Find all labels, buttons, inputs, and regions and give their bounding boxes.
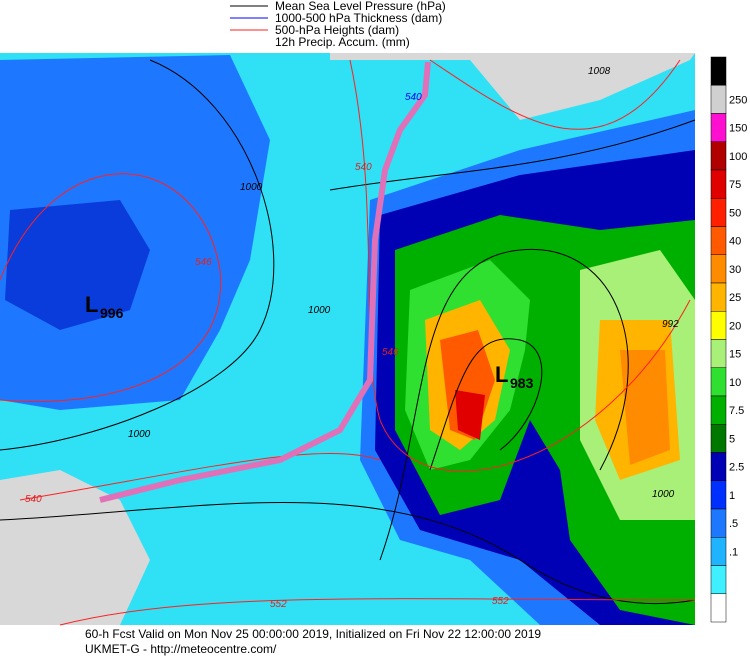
precip-area xyxy=(455,390,485,440)
colorbar-label: 25 xyxy=(729,292,741,304)
legend: Mean Sea Level Pressure (hPa)1000-500 hP… xyxy=(230,0,446,49)
contour-label: 540 xyxy=(405,92,422,103)
dry-land xyxy=(0,470,150,625)
colorbar-label: 1 xyxy=(729,490,735,502)
colorbar-swatch xyxy=(710,537,727,566)
colorbar-label: 5 xyxy=(729,433,735,445)
low-pressure: 983 xyxy=(510,375,534,391)
contour-label: 1000 xyxy=(308,305,331,316)
contour-label: 546 xyxy=(382,347,399,358)
colorbar-label: 20 xyxy=(729,320,741,332)
map xyxy=(0,53,696,626)
colorbar-swatch xyxy=(710,508,727,538)
colorbar-label: 7.5 xyxy=(729,405,744,417)
colorbar-swatch xyxy=(710,141,727,171)
isobars xyxy=(0,59,696,605)
precip-area xyxy=(5,200,150,330)
colorbar-label: 15 xyxy=(729,349,741,361)
colorbar-swatch xyxy=(710,480,727,510)
contour-label: 540 xyxy=(355,162,372,173)
legend-label: 500-hPa Heights (dam) xyxy=(275,23,399,37)
colorbar-swatch xyxy=(710,85,727,114)
colorbar-label: 50 xyxy=(729,207,741,219)
colorbar-label: 100 xyxy=(729,151,747,163)
contour-label: 546 xyxy=(195,257,212,268)
colorbar: 250 150 100 75 50 40 30 25 20 15 10 7.5 5 2.5 1 .5 .1 xyxy=(710,56,747,623)
low-symbol: L xyxy=(495,362,508,387)
colorbar-label: 30 xyxy=(729,264,741,276)
legend-label: 12h Precip. Accum. (mm) xyxy=(275,35,410,49)
footer-line: UKMET-G - http://meteocentre.com/ xyxy=(85,642,277,656)
colorbar-label: 2.5 xyxy=(729,462,744,474)
contour-label: 552 xyxy=(270,599,287,610)
colorbar-swatch xyxy=(710,226,727,255)
contour-label: 1000 xyxy=(652,489,675,500)
colorbar-swatch xyxy=(710,282,727,312)
colorbar-swatch xyxy=(710,311,727,340)
colorbar-label: 150 xyxy=(729,123,747,135)
colorbar-swatch xyxy=(710,593,727,623)
colorbar-swatch xyxy=(710,565,727,594)
low-symbol: L xyxy=(85,292,98,317)
dry-land xyxy=(330,53,695,120)
low-pressure: 996 xyxy=(100,305,124,321)
footer-line: 60-h Fcst Valid on Mon Nov 25 00:00:00 2… xyxy=(85,627,541,641)
track xyxy=(99,61,431,503)
colorbar-swatch xyxy=(710,367,727,397)
contour-label: 992 xyxy=(662,319,679,330)
colorbar-label: 10 xyxy=(729,377,741,389)
colorbar-swatch xyxy=(710,169,727,199)
colorbar-swatch xyxy=(710,339,727,368)
contour-label: 552 xyxy=(492,596,509,607)
precip-area xyxy=(620,350,670,465)
colorbar-swatch xyxy=(710,113,727,142)
colorbar-swatch xyxy=(710,254,727,284)
colorbar-swatch xyxy=(710,198,727,227)
legend-label: 1000-500 hPa Thickness (dam) xyxy=(275,11,442,25)
contour-label: 1008 xyxy=(588,66,611,77)
colorbar-swatch xyxy=(710,395,727,425)
colorbar-label: .1 xyxy=(729,546,738,558)
colorbar-swatch xyxy=(710,56,727,86)
legend-label: Mean Sea Level Pressure (hPa) xyxy=(275,0,446,13)
colorbar-swatch xyxy=(710,452,727,481)
colorbar-label: 75 xyxy=(729,179,741,191)
contour-label: 1000 xyxy=(240,182,263,193)
colorbar-label: 250 xyxy=(729,94,747,106)
colorbar-swatch xyxy=(710,424,727,453)
colorbar-label: .5 xyxy=(729,518,738,530)
colorbar-label: 40 xyxy=(729,236,741,248)
contour-label: 1000 xyxy=(128,429,151,440)
contour-label: 540 xyxy=(25,494,42,505)
height-contours xyxy=(0,59,696,626)
